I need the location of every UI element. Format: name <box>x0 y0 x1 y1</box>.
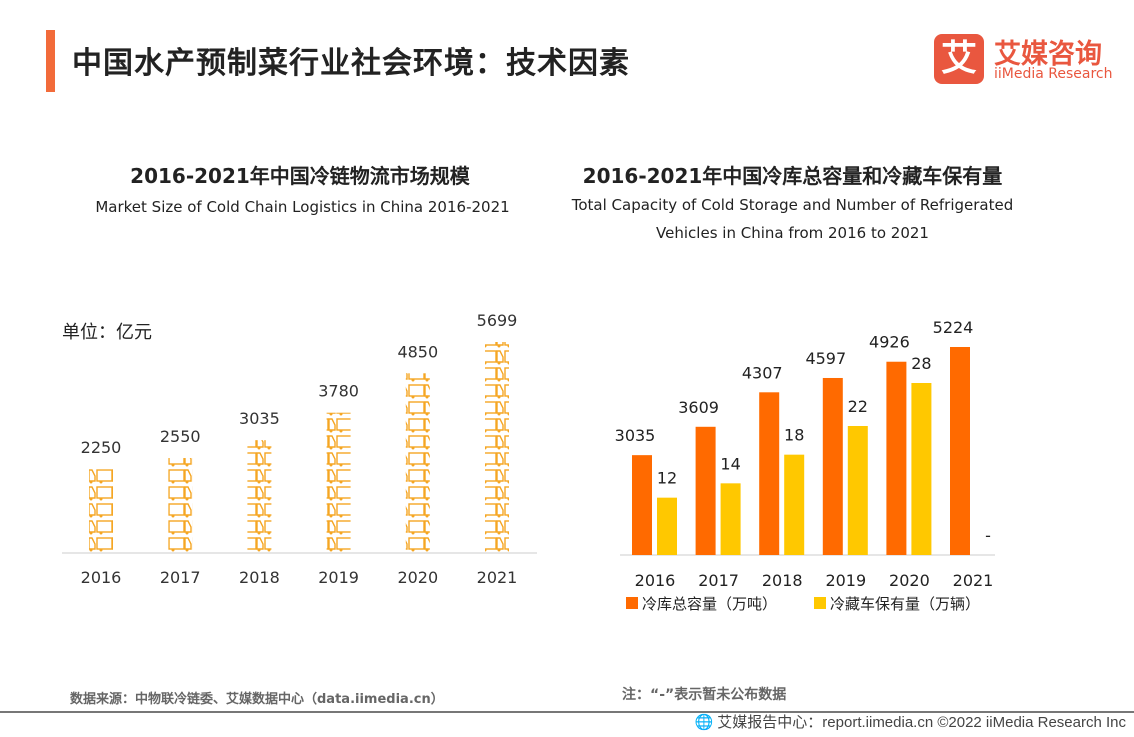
data-label: 12 <box>657 469 677 488</box>
bar-2016 <box>89 469 113 552</box>
bar-vehicles-2019 <box>847 426 868 555</box>
bar-storage-2019 <box>822 377 843 555</box>
x-tick-label: 2021 <box>477 568 518 587</box>
globe-icon: 🌐 <box>694 714 714 731</box>
data-label: 5699 <box>477 311 518 330</box>
bar-vehicles-2016 <box>657 497 677 555</box>
bar-2017 <box>168 458 193 552</box>
data-label: 4850 <box>397 342 438 361</box>
x-tick-label: 2018 <box>762 571 803 590</box>
data-label: 2250 <box>81 438 122 457</box>
right-chart-subtitle-2: Vehicles in China from 2016 to 2021 <box>656 224 929 242</box>
footer-text: 艾媒报告中心：report.iimedia.cn ©2022 iiMedia R… <box>717 714 1126 731</box>
x-tick-label: 2016 <box>635 571 676 590</box>
bar-2019 <box>326 412 351 552</box>
bar-storage-2018 <box>759 392 780 555</box>
bar-2018 <box>247 440 272 552</box>
missing-data-note: 注：“-”表示暂未公布数据 <box>622 687 787 703</box>
x-tick-label: 2019 <box>318 568 359 587</box>
data-label: 18 <box>784 426 804 445</box>
data-label: 28 <box>911 354 931 373</box>
data-label: 14 <box>720 454 740 473</box>
data-label: 5224 <box>933 318 974 337</box>
data-label: 4597 <box>805 349 846 368</box>
data-label: 4926 <box>869 333 910 352</box>
right-chart: 3035 12 2016 3609 14 2017 4307 18 2018 4597 22 2019… <box>615 318 995 590</box>
bar-vehicles-2020 <box>911 383 932 555</box>
x-tick-label: 2017 <box>698 571 739 590</box>
x-tick-label: 2021 <box>953 571 994 590</box>
data-label: - <box>985 526 991 545</box>
source-note: 数据来源：中物联冷链委、艾媒数据中心（data.iimedia.cn） <box>70 692 444 707</box>
bar-storage-2021 <box>950 347 970 555</box>
footer-divider <box>0 711 1134 713</box>
bar-vehicles-2017 <box>720 483 741 555</box>
logo-text-cn: 艾媒咨询 <box>994 39 1102 70</box>
bar-storage-2020 <box>886 361 907 555</box>
footer: 🌐 艾媒报告中心：report.iimedia.cn ©2022 iiMedia… <box>694 713 1126 733</box>
bar-2021 <box>485 342 509 552</box>
logo-icon: 艾 <box>934 34 984 84</box>
x-tick-label: 2020 <box>397 568 438 587</box>
data-label: 3780 <box>318 382 359 401</box>
data-label: 3609 <box>678 398 719 417</box>
right-chart-subtitle-1: Total Capacity of Cold Storage and Numbe… <box>571 196 1014 214</box>
x-tick-label: 2017 <box>160 568 201 587</box>
data-label: 22 <box>848 397 868 416</box>
legend-swatch-refrigerated-vehicles <box>814 597 826 609</box>
legend-label-cold-storage: 冷库总容量（万吨） <box>642 595 778 613</box>
legend-label-refrigerated-vehicles: 冷藏车保有量（万辆） <box>830 595 981 613</box>
left-chart: 2250 2016 2550 2017 3035 2018 3780 2019 4850 2020… <box>62 311 537 587</box>
data-label: 4307 <box>742 363 783 382</box>
right-chart-title: 2016-2021年中国冷库总容量和冷藏车保有量 <box>582 164 1003 188</box>
legend-swatch-cold-storage <box>626 597 638 609</box>
data-label: 2550 <box>160 427 201 446</box>
x-tick-label: 2019 <box>825 571 866 590</box>
bar-2020 <box>405 373 430 552</box>
unit-label: 单位：亿元 <box>62 322 152 343</box>
logo-text-en: iiMedia Research <box>994 66 1113 82</box>
data-label: 3035 <box>615 426 656 445</box>
x-tick-label: 2016 <box>81 568 122 587</box>
page-title: 中国水产预制菜行业社会环境：技术因素 <box>72 46 630 81</box>
x-tick-label: 2020 <box>889 571 930 590</box>
data-label: 3035 <box>239 409 280 428</box>
bar-vehicles-2018 <box>784 454 805 555</box>
bar-storage-2016 <box>632 455 652 555</box>
bar-storage-2017 <box>695 426 716 555</box>
title-accent-bar <box>46 30 55 92</box>
left-chart-title: 2016-2021年中国冷链物流市场规模 <box>130 164 470 188</box>
x-tick-label: 2018 <box>239 568 280 587</box>
left-chart-subtitle: Market Size of Cold Chain Logistics in C… <box>95 198 510 216</box>
